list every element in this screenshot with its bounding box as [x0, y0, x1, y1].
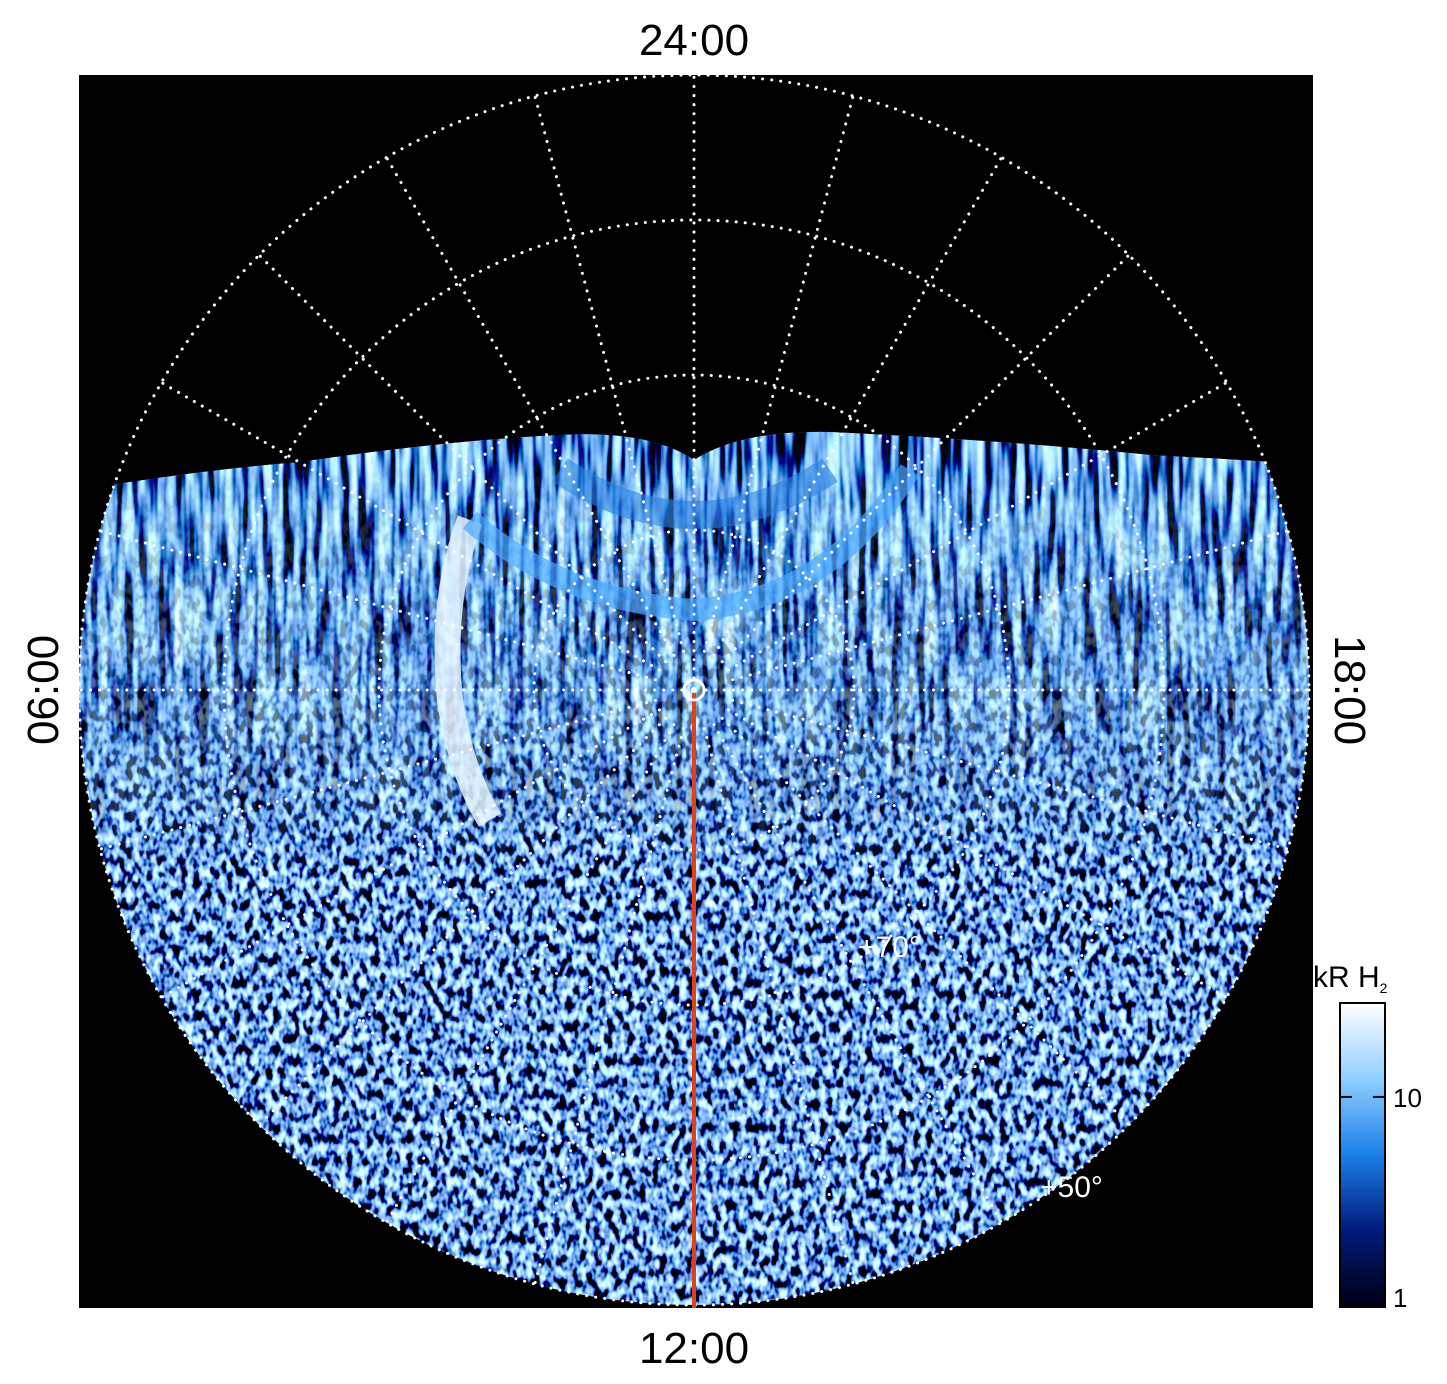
pole-marker	[682, 678, 706, 702]
left-label: 06:00	[19, 635, 68, 745]
colorbar-tick-label: 10	[1393, 1083, 1422, 1113]
colorbar-label: kR H2	[1313, 961, 1388, 996]
top-label: 24:00	[639, 16, 749, 65]
pole-dot	[691, 687, 697, 693]
bottom-label: 12:00	[639, 1324, 749, 1373]
right-label: 18:00	[1325, 635, 1374, 745]
latitude-label: +50°	[1040, 1171, 1103, 1204]
colorbar-tick-label: 1	[1393, 1283, 1407, 1313]
latitude-label: +70°	[858, 931, 921, 964]
colorbar-label-main: kR H	[1313, 961, 1380, 994]
colorbar	[1339, 1002, 1386, 1308]
colorbar-label-sub: 2	[1380, 980, 1388, 996]
